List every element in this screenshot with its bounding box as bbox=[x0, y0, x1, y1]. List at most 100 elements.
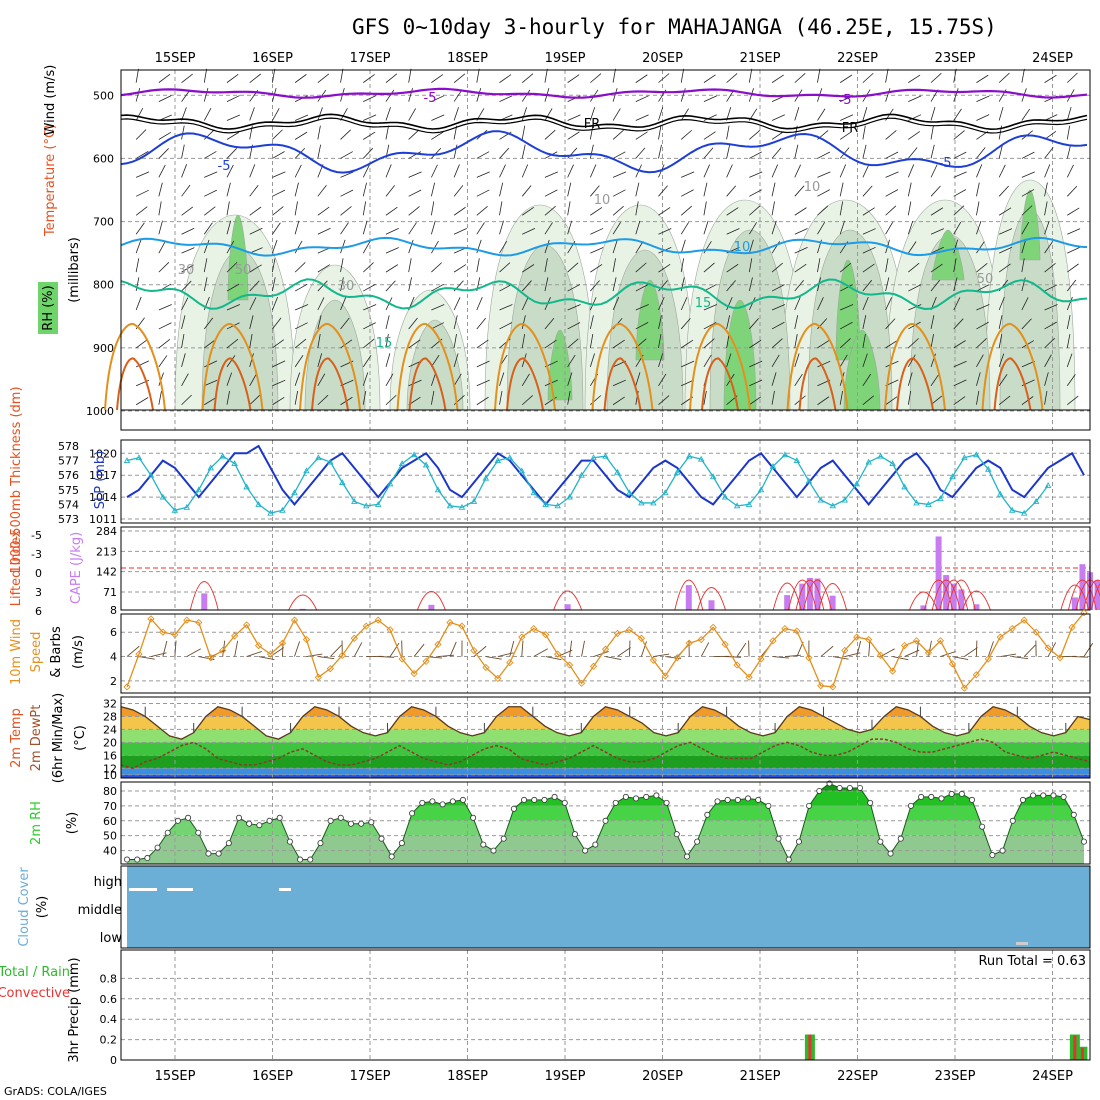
rh-marker bbox=[297, 856, 304, 863]
wind-barb bbox=[953, 258, 957, 273]
wind-barb bbox=[862, 373, 871, 387]
wind-barb bbox=[680, 297, 688, 311]
wind-barb bbox=[408, 206, 420, 216]
rh-marker bbox=[612, 799, 619, 806]
wind-barb-10m bbox=[126, 645, 140, 657]
contour-label: 50 bbox=[235, 263, 252, 278]
wind-speed-marker bbox=[924, 649, 933, 657]
wind-barb bbox=[930, 279, 941, 292]
precip-tick-label: 0.4 bbox=[100, 1013, 118, 1026]
wind-barb bbox=[1021, 108, 1031, 121]
isotherm-20-line bbox=[689, 323, 751, 411]
wind-barb bbox=[453, 73, 466, 83]
cloud-axis-label: Cloud Cover bbox=[17, 867, 32, 947]
wind-barb bbox=[1066, 353, 1073, 367]
wind-speed-marker bbox=[577, 679, 586, 687]
wind-barb bbox=[340, 189, 354, 197]
wind-barb bbox=[1021, 396, 1034, 406]
wind-barb bbox=[294, 390, 299, 405]
wind-barb-10m bbox=[473, 645, 487, 657]
contour-label: 15 bbox=[376, 336, 393, 351]
bottom-date-label: 18SEP bbox=[447, 1069, 488, 1084]
wind-speed-marker bbox=[1020, 616, 1028, 624]
wind-barb-10m bbox=[509, 640, 515, 657]
isotherm-20-line bbox=[981, 323, 1044, 411]
lifted-index-line bbox=[416, 591, 446, 611]
wind-speed-marker bbox=[290, 616, 299, 624]
thickness-marker bbox=[829, 502, 837, 509]
precip-panel: 0.8 0.6 0.4 0.2 0 Run Total = 0.63 3hr Precip … bbox=[0, 949, 1091, 1067]
wind-barb bbox=[794, 373, 803, 387]
wind-barb bbox=[362, 240, 371, 254]
wind-barb bbox=[317, 264, 330, 273]
wind-barb bbox=[294, 372, 301, 386]
wind-barb bbox=[204, 206, 216, 216]
wind-barb bbox=[680, 258, 685, 273]
wind-speed-marker bbox=[625, 626, 634, 634]
wind-speed-marker bbox=[853, 633, 861, 641]
wind-barb bbox=[158, 164, 166, 178]
slp-tick-label: 1017 bbox=[89, 469, 117, 482]
wind-barb bbox=[363, 74, 375, 83]
wind-barb bbox=[499, 164, 506, 178]
wind-barb bbox=[635, 147, 646, 159]
wind-barb bbox=[203, 108, 212, 121]
top-date-label: 16SEP bbox=[252, 51, 293, 66]
wind-barb-10m bbox=[413, 643, 425, 657]
thickness-marker bbox=[351, 498, 358, 504]
wind-barb bbox=[181, 280, 192, 292]
pressure-tick-label: 500 bbox=[93, 89, 114, 102]
wind-barb bbox=[499, 390, 503, 405]
wind-barb bbox=[226, 201, 230, 216]
wind-barb bbox=[567, 164, 574, 178]
wind-barb bbox=[181, 227, 195, 235]
wind-barb bbox=[453, 353, 459, 367]
wind-barb bbox=[839, 284, 853, 292]
wind-barb bbox=[998, 353, 1005, 367]
wind-speed-marker bbox=[769, 637, 777, 645]
wind-barb bbox=[862, 185, 873, 197]
wind-barb bbox=[885, 68, 889, 83]
wind-barb bbox=[294, 182, 299, 197]
wind-barb bbox=[521, 89, 531, 102]
pressure-tick-label: 1000 bbox=[86, 405, 114, 418]
wind-barb bbox=[408, 129, 420, 140]
wind-barb bbox=[612, 151, 626, 159]
rh-marker bbox=[653, 792, 660, 799]
thickness-marker bbox=[817, 496, 825, 503]
wind-barb bbox=[385, 89, 395, 102]
wind-barb bbox=[181, 107, 187, 121]
wind-barb bbox=[499, 240, 508, 254]
wind-barb bbox=[294, 338, 307, 349]
wind-barb-10m bbox=[389, 642, 400, 657]
wind-barb bbox=[953, 396, 966, 406]
bottom-date-label: 17SEP bbox=[350, 1069, 391, 1084]
wind-barb bbox=[862, 263, 875, 273]
wind-barb bbox=[226, 372, 233, 386]
wind-barb bbox=[612, 68, 616, 83]
cloud-cover-fill bbox=[127, 866, 1090, 948]
wind-barb bbox=[1021, 297, 1029, 311]
thickness-marker bbox=[422, 461, 430, 468]
wind-barb bbox=[907, 372, 913, 386]
wind-speed-marker bbox=[302, 635, 311, 644]
rh-tick-label: 40 bbox=[103, 845, 117, 858]
wind-speed-marker bbox=[494, 674, 502, 683]
wind-barb bbox=[521, 297, 529, 311]
wind-barb bbox=[272, 339, 284, 349]
wind-barb bbox=[204, 397, 217, 406]
wind-barb bbox=[317, 334, 321, 348]
cloud-clear-gap bbox=[167, 888, 193, 891]
wind-barb bbox=[294, 304, 309, 311]
wind-speed-marker bbox=[470, 646, 478, 655]
wind-barb bbox=[703, 304, 717, 311]
wind-speed-marker bbox=[936, 637, 945, 645]
wind-barb bbox=[567, 201, 571, 216]
wind-barb bbox=[317, 394, 329, 406]
wind-barb bbox=[771, 284, 785, 292]
isotherm-25-line bbox=[408, 357, 447, 411]
wind-barb bbox=[726, 334, 730, 348]
wind-barb bbox=[930, 207, 944, 216]
wind-barb bbox=[408, 171, 422, 178]
wind-barb bbox=[385, 164, 392, 178]
